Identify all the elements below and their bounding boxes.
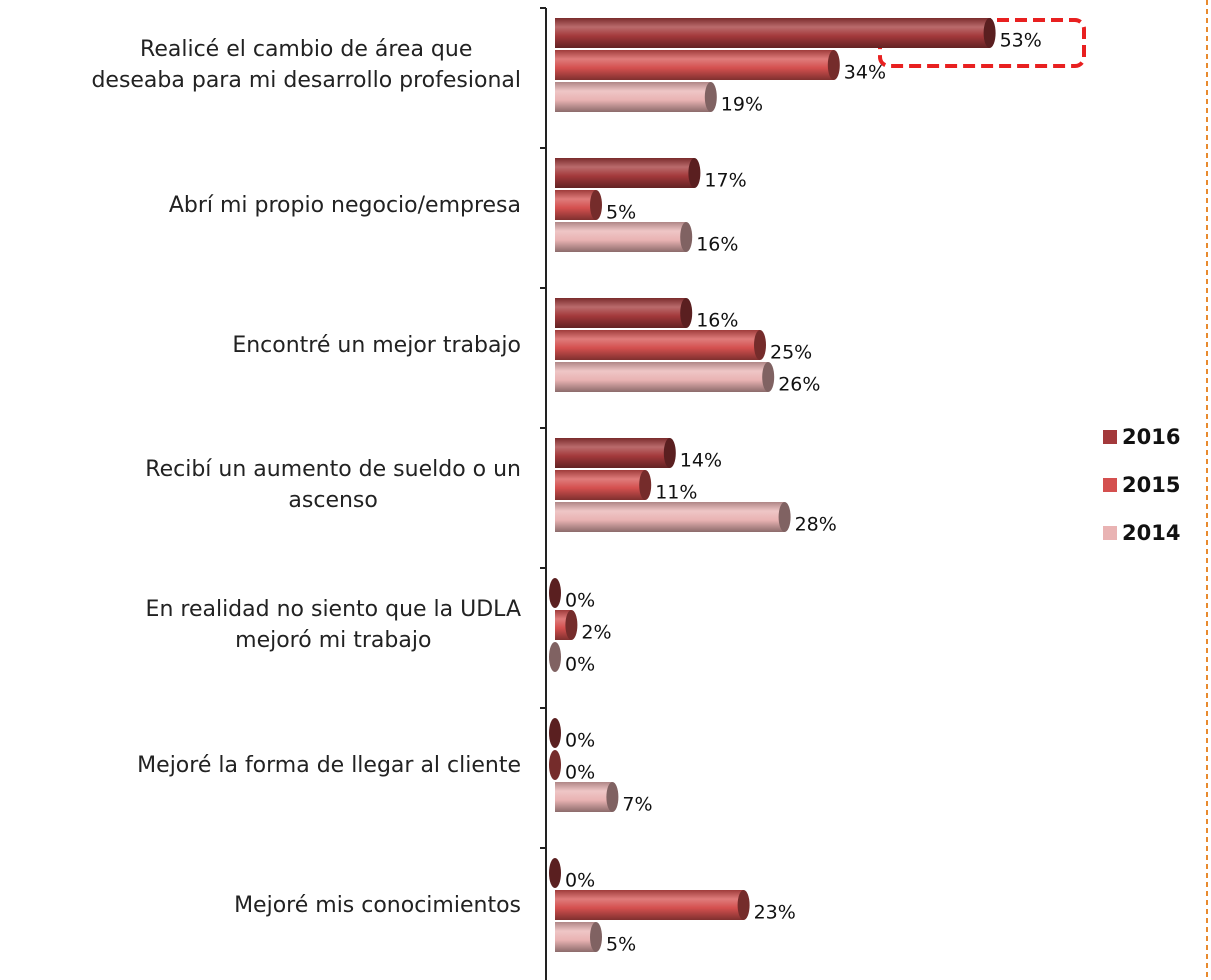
value-label: 5% bbox=[606, 934, 636, 956]
category-text: Abrí mi propio negocio/empresa bbox=[168, 192, 521, 218]
value-label: 17% bbox=[704, 170, 746, 192]
bar-end bbox=[704, 82, 717, 112]
bar-end bbox=[639, 470, 652, 500]
legend-label: 2015 bbox=[1122, 473, 1180, 497]
bar bbox=[555, 330, 760, 360]
bar-end bbox=[549, 858, 561, 888]
bar bbox=[555, 782, 613, 812]
bar-end bbox=[663, 438, 676, 468]
legend-swatch bbox=[1103, 526, 1117, 540]
bar bbox=[555, 190, 596, 220]
bar bbox=[555, 362, 769, 392]
bar bbox=[555, 18, 990, 48]
value-label: 25% bbox=[770, 342, 812, 364]
bar bbox=[555, 222, 687, 252]
category-text: Encontré un mejor trabajo bbox=[232, 332, 521, 358]
category-label: Encontré un mejor trabajo bbox=[0, 298, 521, 392]
value-label: 11% bbox=[655, 482, 697, 504]
bar-end bbox=[688, 158, 701, 188]
value-label: 14% bbox=[680, 450, 722, 472]
value-label: 16% bbox=[696, 234, 738, 256]
category-label: Recibí un aumento de sueldo o un ascenso bbox=[0, 438, 521, 532]
bar-end bbox=[737, 890, 750, 920]
value-label: 0% bbox=[565, 730, 595, 752]
bar-end bbox=[778, 502, 791, 532]
bar-end bbox=[606, 782, 619, 812]
legend-swatch bbox=[1103, 430, 1117, 444]
bar bbox=[555, 502, 785, 532]
value-label: 7% bbox=[622, 794, 652, 816]
bar-end bbox=[762, 362, 775, 392]
category-text: En realidad no siento que la UDLA mejoró… bbox=[145, 597, 521, 653]
category-label: Realicé el cambio de área que deseaba pa… bbox=[0, 18, 521, 112]
value-label: 0% bbox=[565, 870, 595, 892]
bar-end bbox=[827, 50, 840, 80]
bar-end bbox=[590, 190, 602, 220]
bar-end bbox=[565, 610, 578, 640]
bar-end bbox=[549, 578, 561, 608]
bar bbox=[555, 470, 646, 500]
value-label: 0% bbox=[565, 762, 595, 784]
value-label: 28% bbox=[795, 514, 837, 536]
category-label: Abrí mi propio negocio/empresa bbox=[0, 158, 521, 252]
bar-end bbox=[590, 922, 602, 952]
bar bbox=[555, 298, 687, 328]
bar-end bbox=[549, 718, 561, 748]
bar-end bbox=[983, 18, 996, 48]
bar bbox=[555, 50, 834, 80]
legend-label: 2016 bbox=[1122, 425, 1180, 449]
value-label: 26% bbox=[778, 374, 820, 396]
bar bbox=[555, 82, 711, 112]
category-label: Mejoré mis conocimientos bbox=[0, 858, 521, 952]
bar bbox=[555, 438, 670, 468]
value-label: 23% bbox=[754, 902, 796, 924]
bar-end bbox=[754, 330, 766, 360]
value-label: 19% bbox=[721, 94, 763, 116]
category-text: Mejoré mis conocimientos bbox=[234, 892, 521, 918]
value-label: 0% bbox=[565, 590, 595, 612]
bar bbox=[555, 158, 695, 188]
category-text: Realicé el cambio de área que deseaba pa… bbox=[91, 37, 521, 93]
bar-end bbox=[549, 642, 561, 672]
category-label: Mejoré la forma de llegar al cliente bbox=[0, 718, 521, 812]
bar bbox=[555, 922, 596, 952]
bar-end bbox=[680, 222, 693, 252]
category-text: Mejoré la forma de llegar al cliente bbox=[137, 752, 521, 778]
legend-swatch bbox=[1103, 478, 1117, 492]
bar bbox=[555, 890, 744, 920]
value-label: 16% bbox=[696, 310, 738, 332]
value-label: 34% bbox=[844, 62, 886, 84]
bar-end bbox=[549, 750, 561, 780]
value-label: 5% bbox=[606, 202, 636, 224]
bar-end bbox=[680, 298, 693, 328]
category-text: Recibí un aumento de sueldo o un ascenso bbox=[145, 457, 521, 513]
value-label: 2% bbox=[581, 622, 611, 644]
legend-label: 2014 bbox=[1122, 521, 1180, 545]
value-label: 0% bbox=[565, 654, 595, 676]
value-label: 53% bbox=[1000, 30, 1042, 52]
category-label: En realidad no siento que la UDLA mejoró… bbox=[0, 578, 521, 672]
